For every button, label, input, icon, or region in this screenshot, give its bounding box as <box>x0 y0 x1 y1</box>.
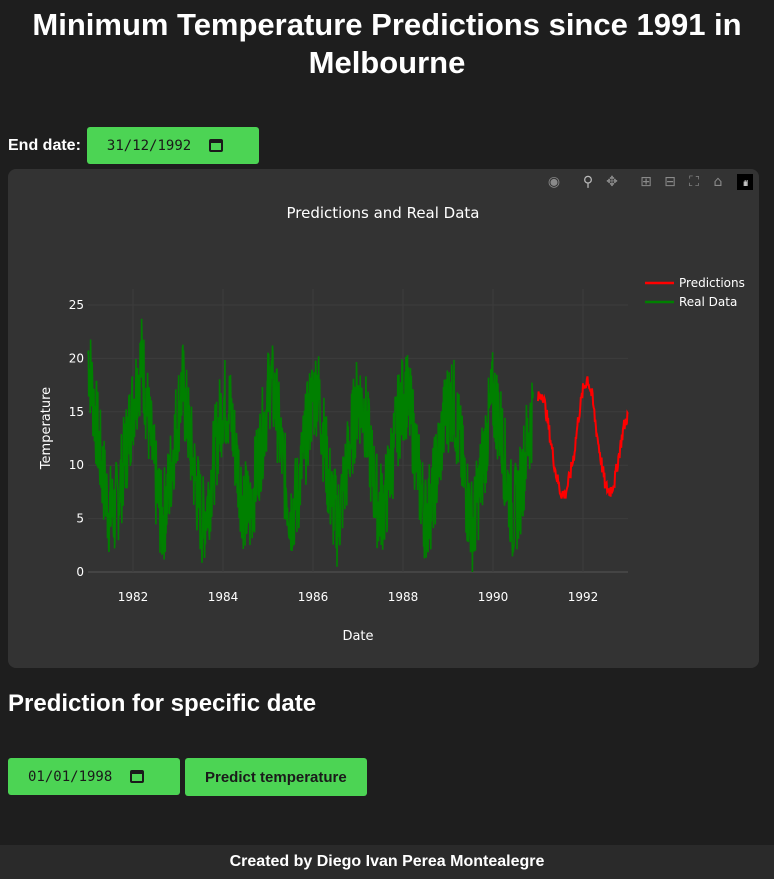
y-tick-label: 10 <box>69 458 84 472</box>
y-tick-label: 20 <box>69 351 84 365</box>
calendar-icon[interactable] <box>130 770 145 783</box>
y-tick-label: 0 <box>76 565 84 579</box>
calendar-icon[interactable] <box>209 139 224 152</box>
prediction-controls: 01/01/1998 Predict temperature <box>8 758 367 796</box>
autoscale-icon[interactable]: ⛶ <box>689 174 699 190</box>
y-tick-label: 5 <box>76 512 84 526</box>
chart-legend[interactable]: Predictions Real Data <box>645 276 745 309</box>
legend-label: Real Data <box>679 295 737 309</box>
end-date-input[interactable]: 31/12/1992 <box>86 127 259 164</box>
chart-card: ◉ ⚲ ✥ ⊞ ⊟ ⛶ ⌂ ılıl Predictions and Real … <box>8 169 759 668</box>
page-title: Minimum Temperature Predictions since 19… <box>32 7 742 80</box>
end-date-row: End date: 31/12/1992 <box>8 127 259 164</box>
pan-icon[interactable]: ✥ <box>606 174 618 190</box>
footer: Created by Diego Ivan Perea Montealegre <box>0 845 774 879</box>
zoom-icon[interactable]: ⚲ <box>582 174 594 190</box>
y-tick-label: 15 <box>69 405 84 419</box>
legend-label: Predictions <box>679 276 745 290</box>
x-tick-label: 1982 <box>118 590 149 604</box>
x-tick-label: 1988 <box>388 590 419 604</box>
x-tick-label: 1990 <box>478 590 509 604</box>
x-tick-label: 1992 <box>568 590 599 604</box>
y-tick-label: 25 <box>69 298 84 312</box>
predict-temperature-button[interactable]: Predict temperature <box>185 758 367 796</box>
chart-title: Predictions and Real Data <box>286 204 479 222</box>
end-date-value: 31/12/1992 <box>106 137 192 154</box>
legend-item[interactable]: Predictions <box>645 276 745 290</box>
x-axis-label: Date <box>342 629 373 644</box>
series-layer <box>87 318 629 573</box>
end-date-label: End date: <box>8 136 81 154</box>
x-tick-labels: 1982 1984 1986 1988 1990 1992 <box>118 590 599 604</box>
prediction-date-value: 01/01/1998 <box>28 768 113 785</box>
series-line-real-data <box>87 318 534 573</box>
zoom-in-icon[interactable]: ⊞ <box>640 174 652 190</box>
x-tick-label: 1984 <box>208 590 239 604</box>
footer-credit: Created by Diego Ivan Perea Montealegre <box>229 853 545 870</box>
line-chart: Predictions and Real Data 0 5 10 15 20 25 198… <box>39 204 745 644</box>
chart-modebar: ◉ ⚲ ✥ ⊞ ⊟ ⛶ ⌂ ılıl <box>539 174 753 190</box>
legend-item[interactable]: Real Data <box>645 295 737 309</box>
plotly-logo-icon[interactable]: ılıl <box>737 174 753 190</box>
y-axis-label: Temperature <box>39 387 54 470</box>
prediction-section-title: Prediction for specific date <box>8 690 317 717</box>
chart-grid <box>88 289 628 573</box>
zoom-out-icon[interactable]: ⊟ <box>664 174 676 190</box>
y-tick-labels: 0 5 10 15 20 25 <box>69 298 84 579</box>
camera-icon[interactable]: ◉ <box>547 174 561 190</box>
prediction-date-input[interactable]: 01/01/1998 <box>8 758 180 795</box>
series-line-predictions <box>537 376 629 499</box>
reset-axes-icon[interactable]: ⌂ <box>713 174 723 190</box>
x-tick-label: 1986 <box>298 590 329 604</box>
